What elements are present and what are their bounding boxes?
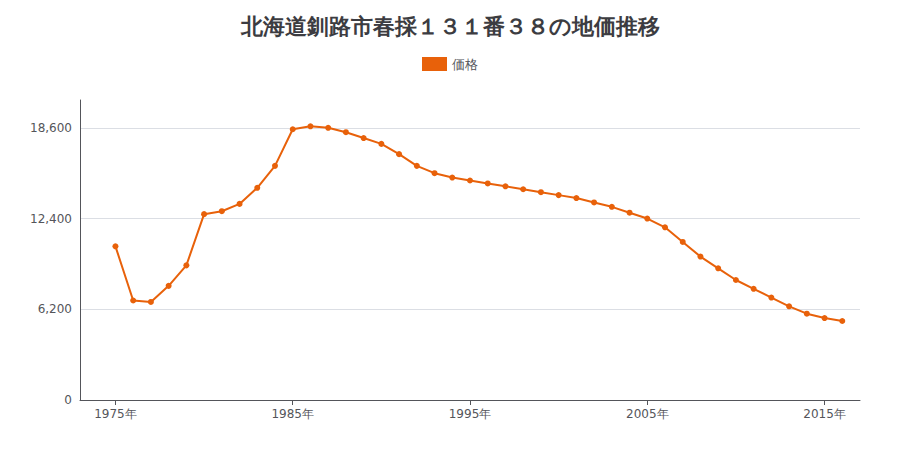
svg-text:12,400: 12,400: [30, 212, 72, 226]
svg-text:1995年: 1995年: [449, 407, 492, 421]
svg-text:北海道釧路市春採１３１番３８の地価推移: 北海道釧路市春採１３１番３８の地価推移: [240, 14, 660, 39]
svg-text:2015年: 2015年: [803, 407, 846, 421]
svg-text:価格: 価格: [452, 57, 478, 72]
svg-text:18,600: 18,600: [30, 121, 72, 135]
svg-text:6,200: 6,200: [38, 302, 72, 316]
svg-text:1985年: 1985年: [271, 407, 314, 421]
svg-text:1975年: 1975年: [94, 407, 137, 421]
svg-text:2005年: 2005年: [626, 407, 669, 421]
svg-text:0: 0: [64, 393, 72, 407]
